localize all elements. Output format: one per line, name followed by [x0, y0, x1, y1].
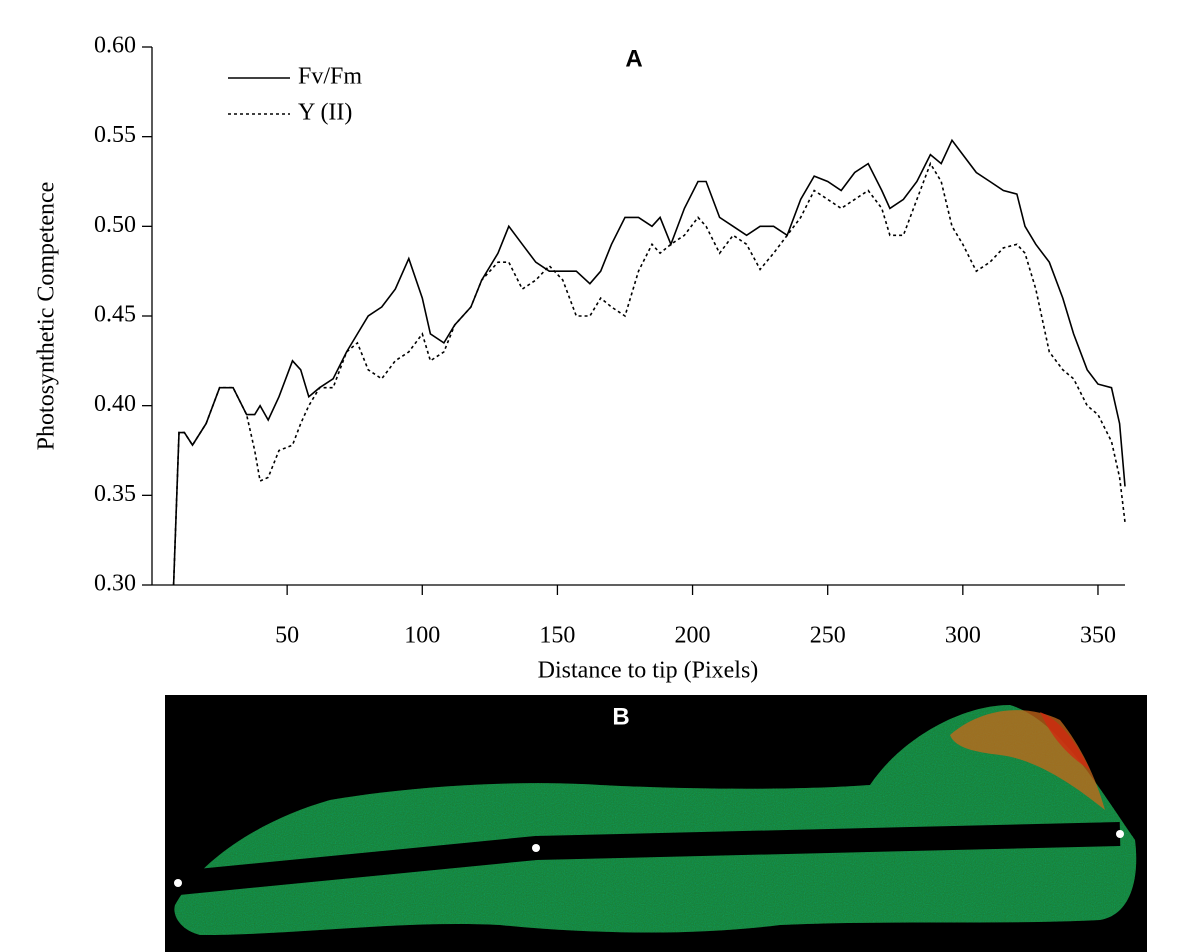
x-tick-label: 50 — [275, 623, 299, 649]
x-tick-label: 350 — [1080, 623, 1116, 649]
y-tick-label: 0.60 — [94, 33, 136, 59]
panel-label: B — [612, 703, 629, 730]
x-tick-label: 250 — [810, 623, 846, 649]
x-axis-label: Distance to tip (Pixels) — [538, 658, 759, 684]
y-tick-label: 0.40 — [94, 391, 136, 417]
chart: A Distance to tip (Pixels) Photosyntheti… — [34, 33, 1126, 684]
y-axis-label: Photosynthetic Competence — [34, 182, 60, 451]
legend-label: Fv/Fm — [298, 64, 362, 90]
legend-label: Y (II) — [298, 100, 352, 126]
image-panel: B — [165, 695, 1147, 952]
specimen-texture — [174, 705, 1137, 935]
line-series — [172, 138, 1126, 586]
transect-point — [532, 844, 540, 852]
y-tick-label: 0.50 — [94, 212, 136, 238]
x-tick-label: 300 — [945, 623, 981, 649]
x-tick-label: 200 — [675, 623, 711, 649]
line-series — [172, 161, 1126, 586]
y-tick-label: 0.55 — [94, 122, 136, 148]
x-tick-label: 150 — [539, 623, 575, 649]
y-tick-label: 0.45 — [94, 302, 136, 328]
transect-point — [1116, 830, 1124, 838]
transect-point — [174, 879, 182, 887]
red-core — [1040, 712, 1090, 770]
y-tick-label: 0.30 — [94, 571, 136, 597]
y-tick-label: 0.35 — [94, 481, 136, 507]
x-tick-label: 100 — [404, 623, 440, 649]
chart-title: A — [625, 45, 642, 72]
